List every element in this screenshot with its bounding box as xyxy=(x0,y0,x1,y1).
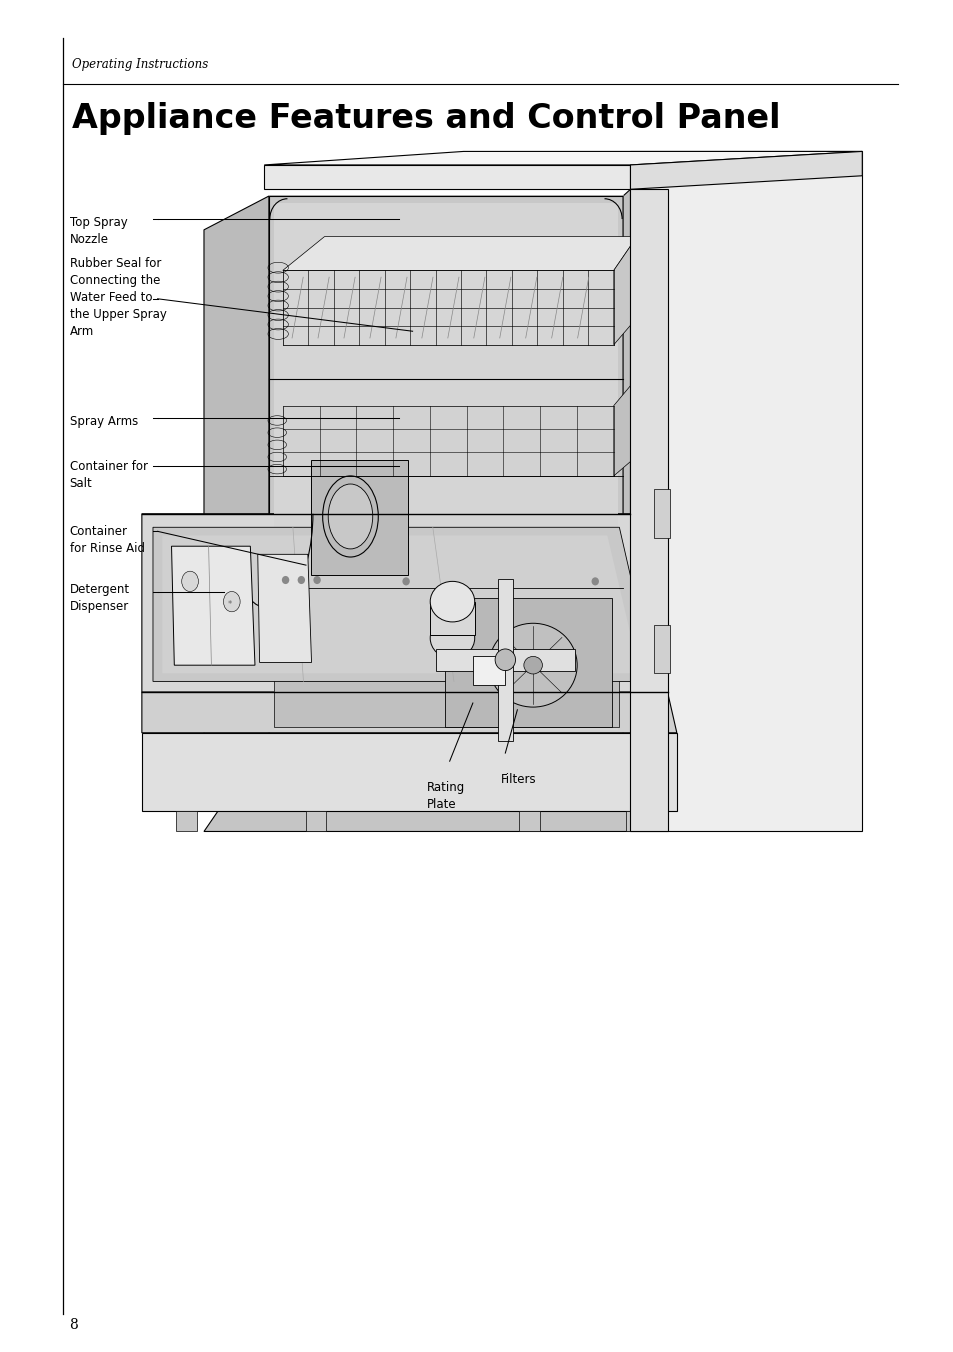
Ellipse shape xyxy=(430,581,475,622)
Polygon shape xyxy=(152,527,654,681)
Ellipse shape xyxy=(523,656,542,673)
Text: Spray Arms: Spray Arms xyxy=(70,415,137,429)
Ellipse shape xyxy=(181,571,198,592)
Ellipse shape xyxy=(495,649,515,671)
Bar xyxy=(653,625,670,673)
Ellipse shape xyxy=(281,576,289,584)
Polygon shape xyxy=(142,514,667,692)
Text: Container
for Rinse Aid: Container for Rinse Aid xyxy=(70,525,145,554)
Polygon shape xyxy=(204,737,630,831)
Text: *: * xyxy=(228,600,232,608)
Polygon shape xyxy=(622,189,630,831)
Polygon shape xyxy=(142,733,676,811)
Polygon shape xyxy=(282,406,613,476)
Polygon shape xyxy=(613,381,634,476)
Bar xyxy=(653,489,670,538)
Polygon shape xyxy=(430,602,475,635)
Ellipse shape xyxy=(591,577,598,585)
Polygon shape xyxy=(282,237,637,270)
Polygon shape xyxy=(264,165,630,189)
Ellipse shape xyxy=(297,576,305,584)
Polygon shape xyxy=(269,196,622,737)
Ellipse shape xyxy=(313,576,320,584)
Text: Filters: Filters xyxy=(500,773,536,787)
Polygon shape xyxy=(630,189,667,831)
Polygon shape xyxy=(518,811,539,831)
Text: 8: 8 xyxy=(70,1318,78,1332)
Polygon shape xyxy=(204,196,269,771)
Polygon shape xyxy=(257,554,312,662)
Polygon shape xyxy=(630,151,862,831)
Polygon shape xyxy=(306,811,326,831)
Polygon shape xyxy=(142,692,676,733)
Bar xyxy=(473,656,505,685)
Text: Rating
Plate: Rating Plate xyxy=(426,781,464,811)
Polygon shape xyxy=(625,811,645,831)
Polygon shape xyxy=(172,546,254,665)
Polygon shape xyxy=(282,270,613,345)
Polygon shape xyxy=(274,203,618,730)
Text: Appliance Features and Control Panel: Appliance Features and Control Panel xyxy=(72,103,780,135)
Text: Container for
Salt: Container for Salt xyxy=(70,460,148,489)
Text: Detergent
Dispenser: Detergent Dispenser xyxy=(70,583,130,612)
Ellipse shape xyxy=(430,618,475,658)
Polygon shape xyxy=(162,535,639,673)
Ellipse shape xyxy=(489,623,577,707)
Polygon shape xyxy=(497,579,512,741)
Ellipse shape xyxy=(328,484,373,549)
Text: Rubber Seal for
Connecting the
Water Feed to
the Upper Spray
Arm: Rubber Seal for Connecting the Water Fee… xyxy=(70,257,166,338)
Text: Top Spray
Nozzle: Top Spray Nozzle xyxy=(70,216,127,246)
Polygon shape xyxy=(176,811,196,831)
Ellipse shape xyxy=(223,592,240,611)
Polygon shape xyxy=(274,588,618,727)
Text: Operating Instructions: Operating Instructions xyxy=(72,58,209,72)
Ellipse shape xyxy=(402,577,410,585)
Polygon shape xyxy=(630,151,862,189)
Polygon shape xyxy=(613,237,637,345)
Polygon shape xyxy=(311,460,408,575)
Polygon shape xyxy=(264,151,862,165)
Polygon shape xyxy=(436,649,575,671)
Polygon shape xyxy=(445,598,611,727)
